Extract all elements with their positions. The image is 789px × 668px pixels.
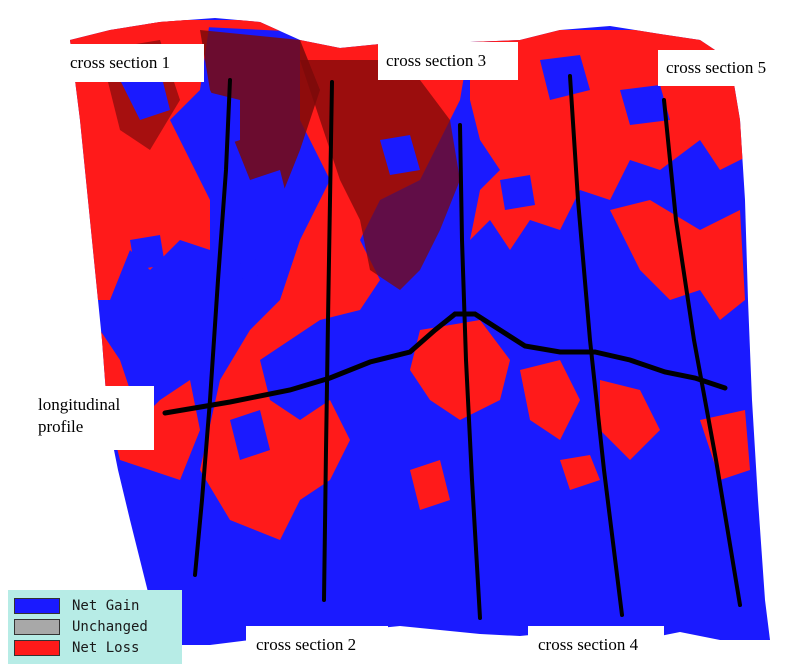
longitudinal-label-line2: profile xyxy=(38,417,84,436)
net-loss-area xyxy=(610,200,745,320)
legend-label-net-loss: Net Loss xyxy=(72,640,140,656)
legend-item-net-gain: Net Gain xyxy=(14,596,139,616)
cross-section-2-label: cross section 2 xyxy=(246,626,388,664)
net-loss-area xyxy=(600,380,660,460)
net-gain-area xyxy=(130,235,165,270)
legend-item-net-loss: Net Loss xyxy=(14,638,139,658)
net-loss-area xyxy=(410,460,450,510)
legend-label-unchanged: Unchanged xyxy=(72,619,148,635)
net-loss-area xyxy=(520,360,580,440)
shaded-loss-area xyxy=(300,60,460,290)
legend: Net Gain Unchanged Net Loss xyxy=(8,590,182,664)
net-loss-area xyxy=(560,455,600,490)
cross-section-5-line xyxy=(662,98,742,607)
legend-swatch-net-loss xyxy=(14,640,60,656)
net-gain-area xyxy=(230,410,270,460)
net-gain-area xyxy=(500,175,535,210)
cross-section-4-line xyxy=(568,74,624,617)
cross-section-2-line xyxy=(322,80,334,602)
legend-item-unchanged: Unchanged xyxy=(14,617,148,637)
net-loss-area xyxy=(80,300,200,480)
longitudinal-profile-line xyxy=(162,311,728,416)
cross-section-5-label: cross section 5 xyxy=(658,50,789,86)
legend-swatch-net-gain xyxy=(14,598,60,614)
net-gain-area xyxy=(380,135,420,175)
net-loss-area xyxy=(700,410,750,480)
shaded-loss-area xyxy=(200,30,320,200)
cross-section-3-line xyxy=(458,123,482,620)
longitudinal-label-line1: longitudinal xyxy=(38,395,121,414)
net-loss-area xyxy=(410,320,510,420)
cross-section-1-line xyxy=(193,78,232,577)
cross-section-3-label: cross section 3 xyxy=(378,42,518,80)
cross-section-1-label: cross section 1 xyxy=(62,44,204,82)
legend-swatch-unchanged xyxy=(14,619,60,635)
longitudinal-profile-label: longitudinal profile xyxy=(22,386,154,450)
cross-section-4-label: cross section 4 xyxy=(528,626,664,664)
net-gain-area xyxy=(250,170,290,220)
net-gain-area xyxy=(620,85,670,125)
net-gain-area xyxy=(240,255,258,282)
cross-section-lines xyxy=(162,74,742,620)
net-gain-area xyxy=(120,70,170,120)
net-gain-area xyxy=(540,55,590,100)
legend-label-net-gain: Net Gain xyxy=(72,598,140,614)
